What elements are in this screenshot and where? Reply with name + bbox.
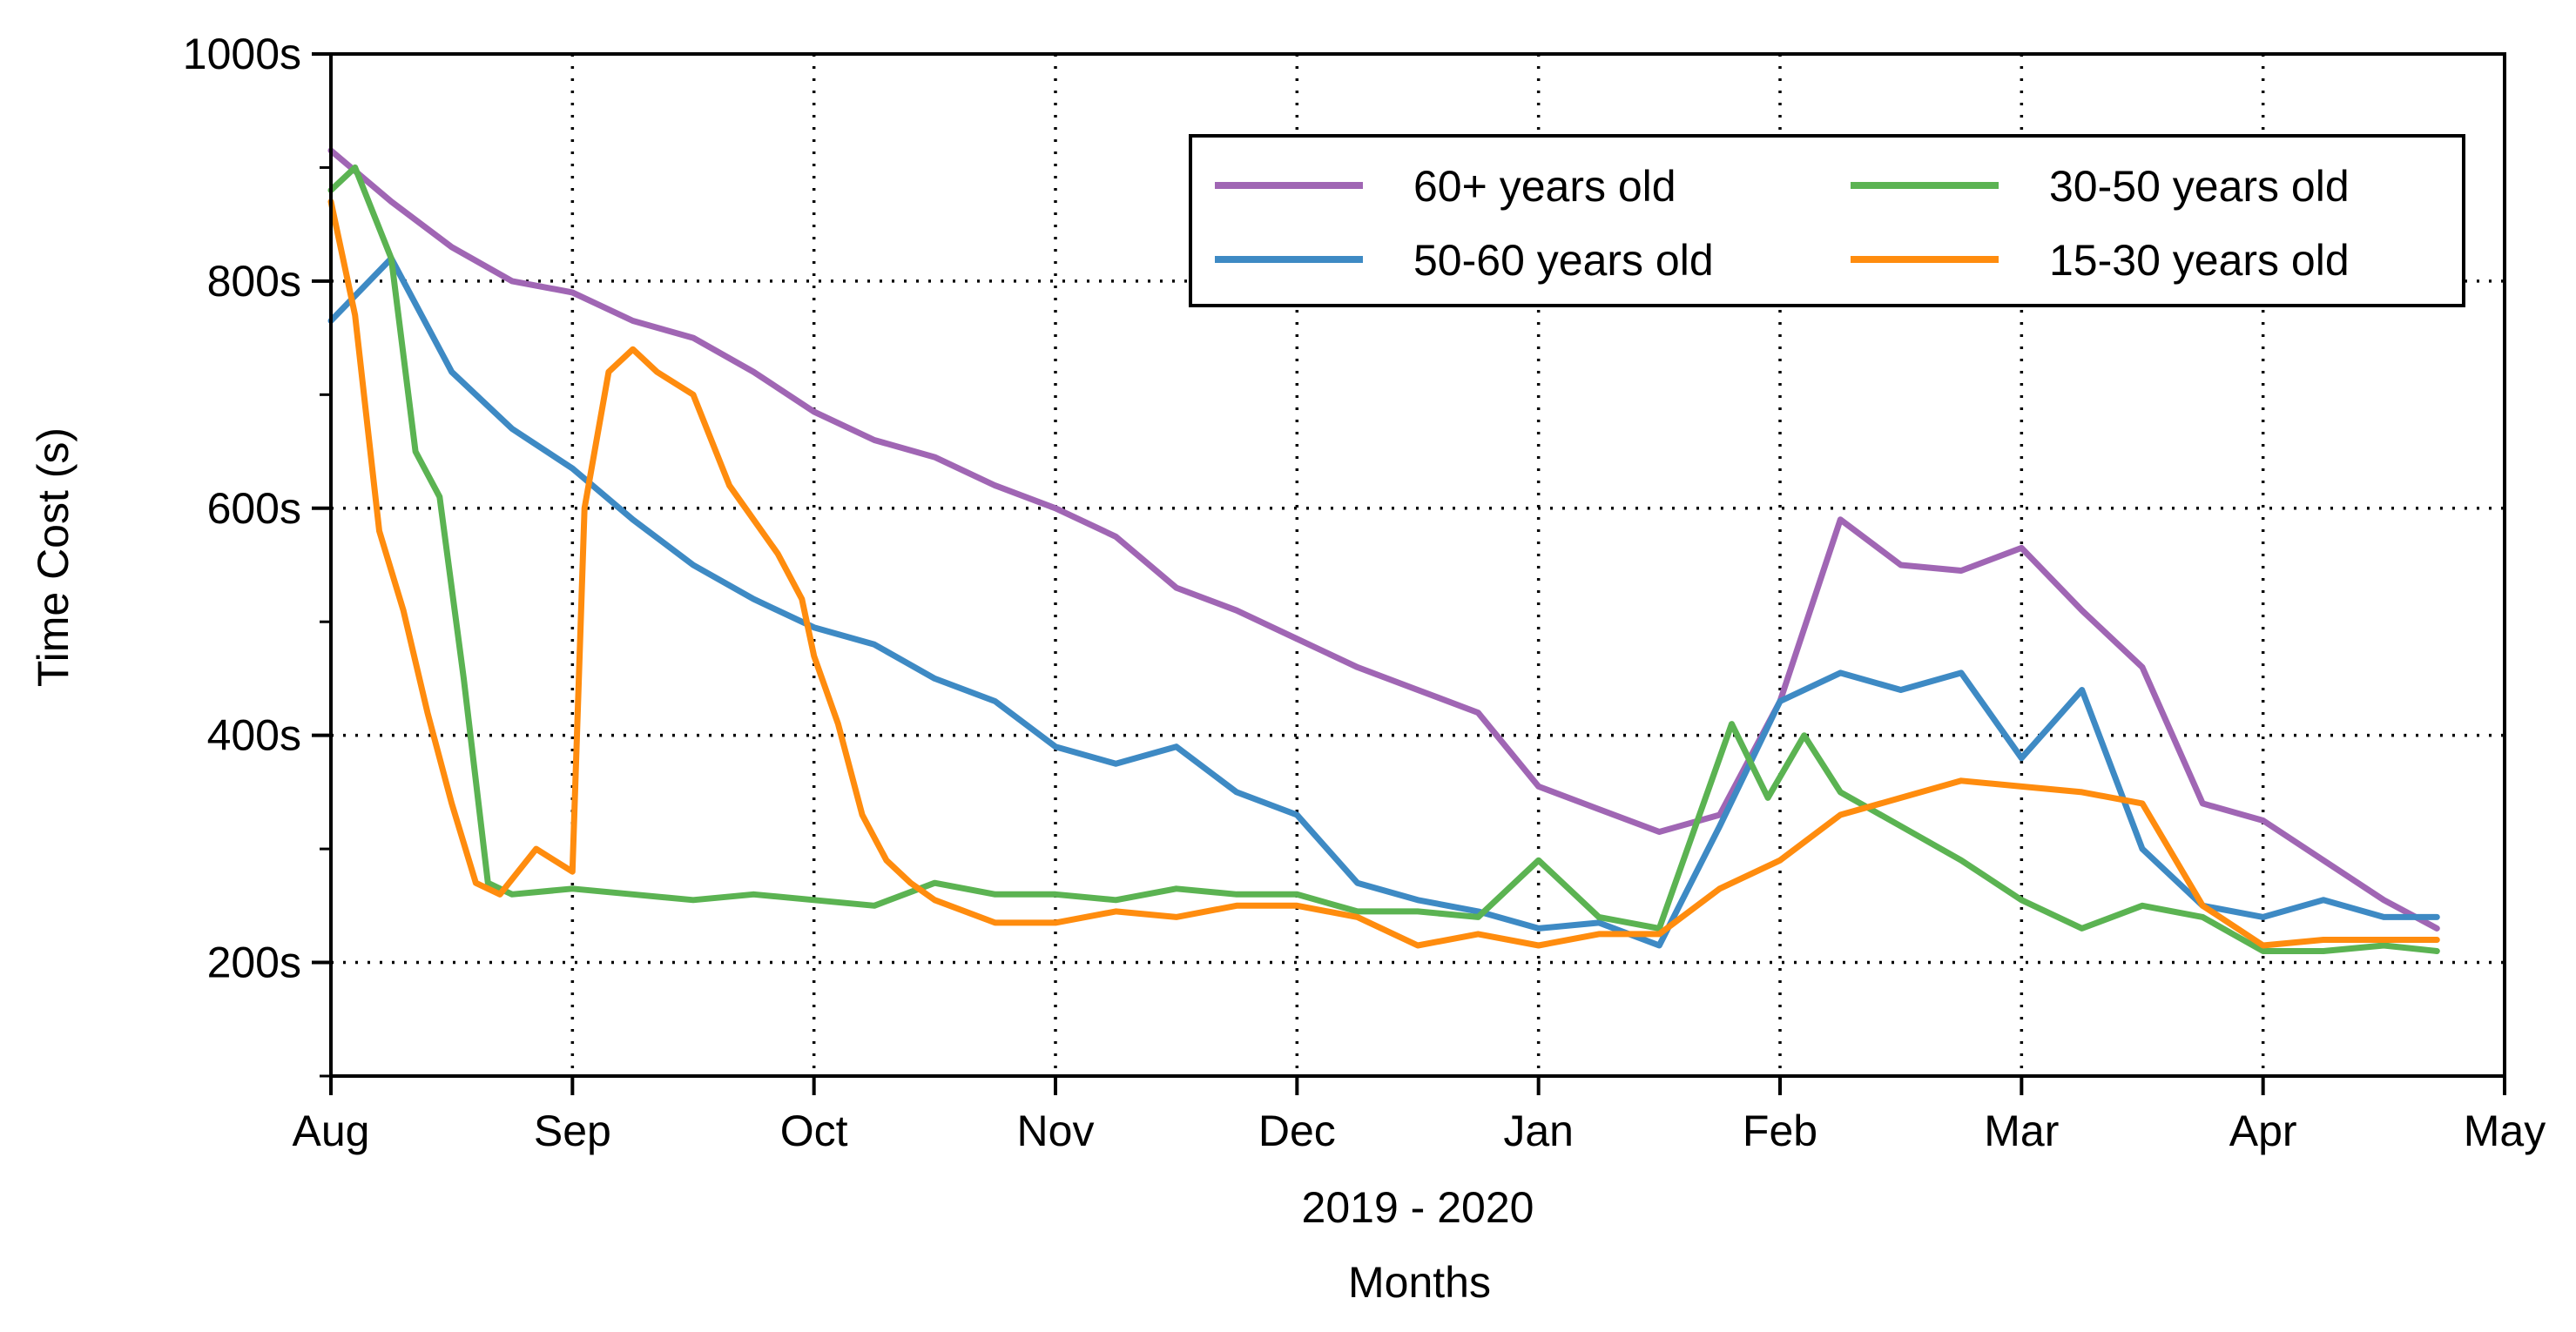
legend-item-60plus: 60+ years old [1215, 162, 1676, 211]
y-axis-label: Time Cost (s) [29, 427, 78, 687]
y-tick-label-1: 400s [207, 711, 301, 760]
series-line-1 [327, 255, 2440, 949]
x-tick-label-4: Dec [1258, 1107, 1336, 1155]
plot-frame [329, 52, 2506, 1078]
x-tick-label-0: Aug [293, 1107, 370, 1155]
y-tick-label-3: 800s [207, 257, 301, 306]
series-line-2 [327, 164, 2440, 954]
legend-item-30-50: 30-50 years old [1851, 162, 2350, 211]
legend-item-50-60: 50-60 years old [1215, 236, 1714, 285]
x-axis-label: Months [1348, 1258, 1491, 1307]
axes-layer [329, 52, 2506, 1078]
x-tick-label-6: Feb [1743, 1107, 1817, 1155]
x-tick-label-3: Nov [1017, 1107, 1095, 1155]
x-tick-label-9: May [2464, 1107, 2546, 1155]
x-axis-sublabel: 2019 - 2020 [1302, 1183, 1534, 1232]
legend-box [1189, 134, 2465, 307]
legend-label-30-50: 30-50 years old [2049, 162, 2350, 211]
x-tick-label-2: Oct [780, 1107, 848, 1155]
y-tick-label-2: 600s [207, 484, 301, 533]
x-tick-label-8: Apr [2229, 1107, 2297, 1155]
series-line-0 [327, 147, 2440, 932]
series-line-3 [327, 198, 2440, 949]
y-tick-label-0: 200s [207, 938, 301, 987]
legend-label-50-60: 50-60 years old [1413, 236, 1714, 285]
y-tick-label-4: 1000s [183, 30, 301, 78]
legend-label-15-30: 15-30 years old [2049, 236, 2350, 285]
x-tick-label-5: Jan [1503, 1107, 1574, 1155]
x-tick-label-7: Mar [1984, 1107, 2059, 1155]
ticks-layer: Aug Sep Oct Nov Dec Jan Feb Mar Apr May 200s 400s 60… [183, 30, 2546, 1155]
legend: 60+ years old 30-50 years old 50-60 year… [1189, 134, 2465, 307]
x-tick-label-1: Sep [534, 1107, 611, 1155]
legend-item-15-30: 15-30 years old [1851, 236, 2350, 285]
legend-label-60plus: 60+ years old [1413, 162, 1676, 211]
series-layer [327, 147, 2440, 954]
